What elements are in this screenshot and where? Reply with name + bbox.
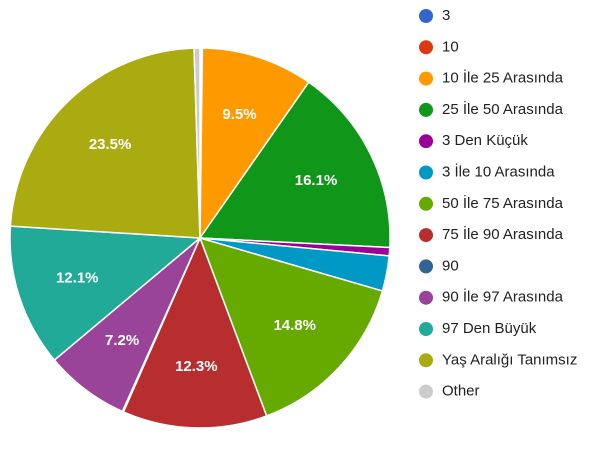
legend-label: 90 (442, 257, 459, 274)
legend-marker (419, 353, 433, 368)
legend-label: 3 (442, 7, 450, 24)
legend-label: Other (442, 383, 480, 400)
slice-label: 16.1% (295, 172, 338, 189)
legend-marker (419, 228, 433, 243)
legend-label: 75 İle 90 Arasında (442, 225, 564, 243)
slice-label: 14.8% (273, 317, 316, 334)
slice-label: 23.5% (89, 136, 132, 153)
legend-label: 10 İle 25 Arasında (442, 69, 564, 87)
legend-marker (419, 40, 433, 55)
slice-label: 12.1% (56, 269, 99, 286)
legend-label: 25 İle 50 Arasında (442, 100, 564, 118)
legend-label: 90 İle 97 Arasında (442, 288, 564, 306)
legend-marker (419, 165, 433, 180)
legend-label: 3 Den Küçük (442, 132, 528, 149)
pie-slice (193, 47, 201, 239)
legend-label: 97 Den Büyük (442, 320, 537, 337)
pie-slice (122, 236, 268, 429)
legend-marker (419, 322, 433, 336)
pie-slice (198, 236, 384, 417)
pie-slice (199, 47, 310, 241)
pie-slice (198, 81, 391, 249)
legend-marker (419, 384, 433, 399)
slice-label: 9.5% (222, 106, 256, 123)
legend-marker (419, 290, 433, 305)
legend-label: 50 İle 75 Arasında (442, 194, 564, 212)
legend-label: 10 (442, 38, 459, 55)
slice-label: 12.3% (175, 358, 218, 375)
legend-marker (419, 9, 433, 23)
pie-slice (9, 225, 202, 362)
legend-marker (419, 71, 433, 86)
pie-slice (9, 47, 201, 239)
legend-marker (419, 134, 433, 149)
slice-label: 7.2% (105, 332, 139, 349)
legend-marker (419, 196, 433, 211)
legend-label: Yaş Aralığı Tanımsız (442, 351, 577, 368)
legend-marker (419, 259, 433, 274)
legend-marker (419, 102, 433, 117)
legend-label: 3 İle 10 Arasında (442, 162, 555, 180)
